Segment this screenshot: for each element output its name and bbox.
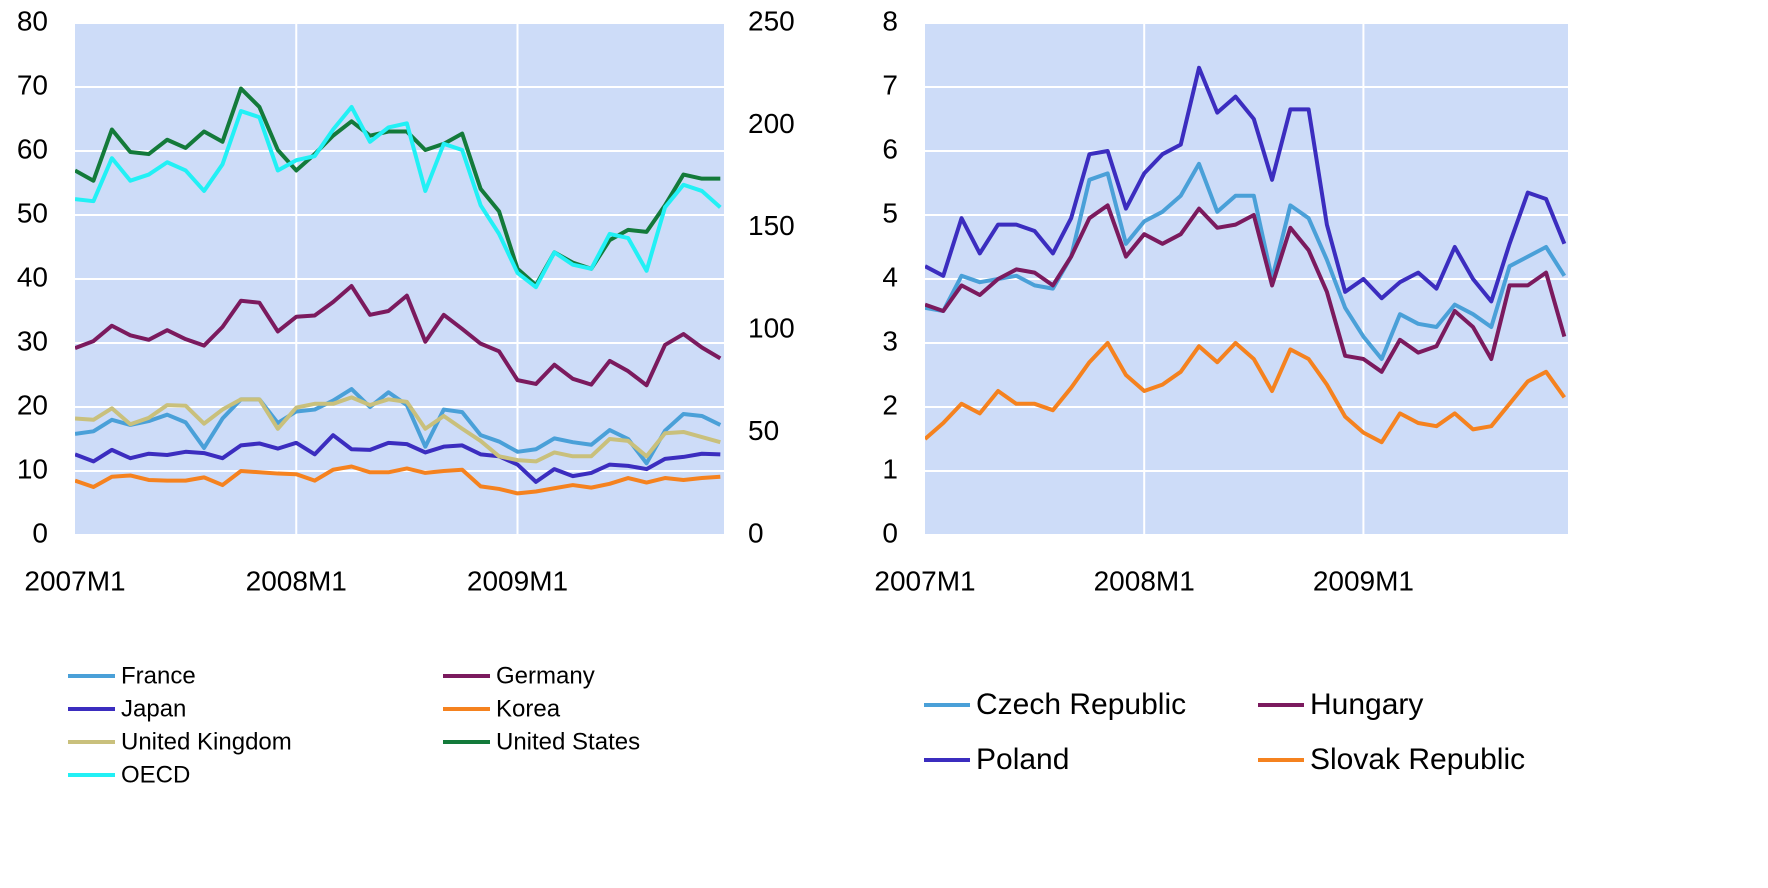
y2-tick-label: 50 bbox=[748, 415, 779, 446]
series-line bbox=[75, 284, 722, 388]
y-tick-label: 5 bbox=[882, 197, 898, 228]
series-line bbox=[75, 86, 721, 288]
y-tick-label: 4 bbox=[882, 261, 898, 292]
y-tick-label: 6 bbox=[882, 133, 898, 164]
legend-label: United Kingdom bbox=[121, 728, 292, 755]
legend-label: Slovak Republic bbox=[1310, 743, 1525, 776]
legend-label: France bbox=[121, 662, 196, 689]
x-tick-label: 2008M1 bbox=[246, 565, 347, 596]
y-tick-label: 30 bbox=[17, 325, 48, 356]
series-line bbox=[925, 65, 1567, 304]
y-tick-label: 20 bbox=[17, 389, 48, 420]
legend-label: Japan bbox=[121, 695, 186, 722]
x-tick-label: 2008M1 bbox=[1094, 565, 1195, 596]
series-line bbox=[75, 395, 721, 464]
y2-tick-label: 150 bbox=[748, 210, 795, 241]
legend-label: Hungary bbox=[1310, 688, 1423, 721]
y-tick-label: 10 bbox=[17, 453, 48, 484]
y-tick-label: 40 bbox=[17, 261, 48, 292]
series-line bbox=[75, 104, 722, 290]
x-tick-label: 2007M1 bbox=[874, 565, 975, 596]
x-tick-label: 2007M1 bbox=[24, 565, 125, 596]
y2-tick-label: 0 bbox=[748, 517, 764, 548]
legend-label: United States bbox=[496, 728, 640, 755]
series-line bbox=[925, 341, 1566, 445]
y2-tick-label: 100 bbox=[748, 313, 795, 344]
legend-label: OECD bbox=[121, 761, 190, 788]
y-tick-label: 70 bbox=[17, 69, 48, 100]
series-line bbox=[75, 464, 721, 496]
legend-label: Germany bbox=[496, 662, 595, 689]
series-group bbox=[75, 86, 722, 496]
y-tick-label: 60 bbox=[17, 133, 48, 164]
x-tick-label: 2009M1 bbox=[467, 565, 568, 596]
y-tick-label: 7 bbox=[882, 69, 898, 100]
x-tick-label: 2009M1 bbox=[1313, 565, 1414, 596]
y-tick-label: 2 bbox=[882, 389, 898, 420]
legend-label: Korea bbox=[496, 695, 561, 722]
y2-tick-label: 200 bbox=[748, 108, 795, 139]
y-tick-label: 8 bbox=[882, 5, 898, 36]
series-line bbox=[925, 161, 1567, 361]
legend-label: Czech Republic bbox=[976, 688, 1186, 721]
y-tick-label: 0 bbox=[32, 517, 48, 548]
y-tick-label: 50 bbox=[17, 197, 48, 228]
legend-label: Poland bbox=[976, 743, 1069, 776]
series-line bbox=[75, 433, 721, 484]
series-line bbox=[925, 203, 1567, 374]
y-tick-label: 1 bbox=[882, 453, 898, 484]
y-tick-label: 0 bbox=[882, 517, 898, 548]
y-tick-label: 80 bbox=[17, 5, 48, 36]
series-group bbox=[925, 65, 1567, 445]
y2-tick-label: 250 bbox=[748, 5, 795, 36]
y-tick-label: 3 bbox=[882, 325, 898, 356]
